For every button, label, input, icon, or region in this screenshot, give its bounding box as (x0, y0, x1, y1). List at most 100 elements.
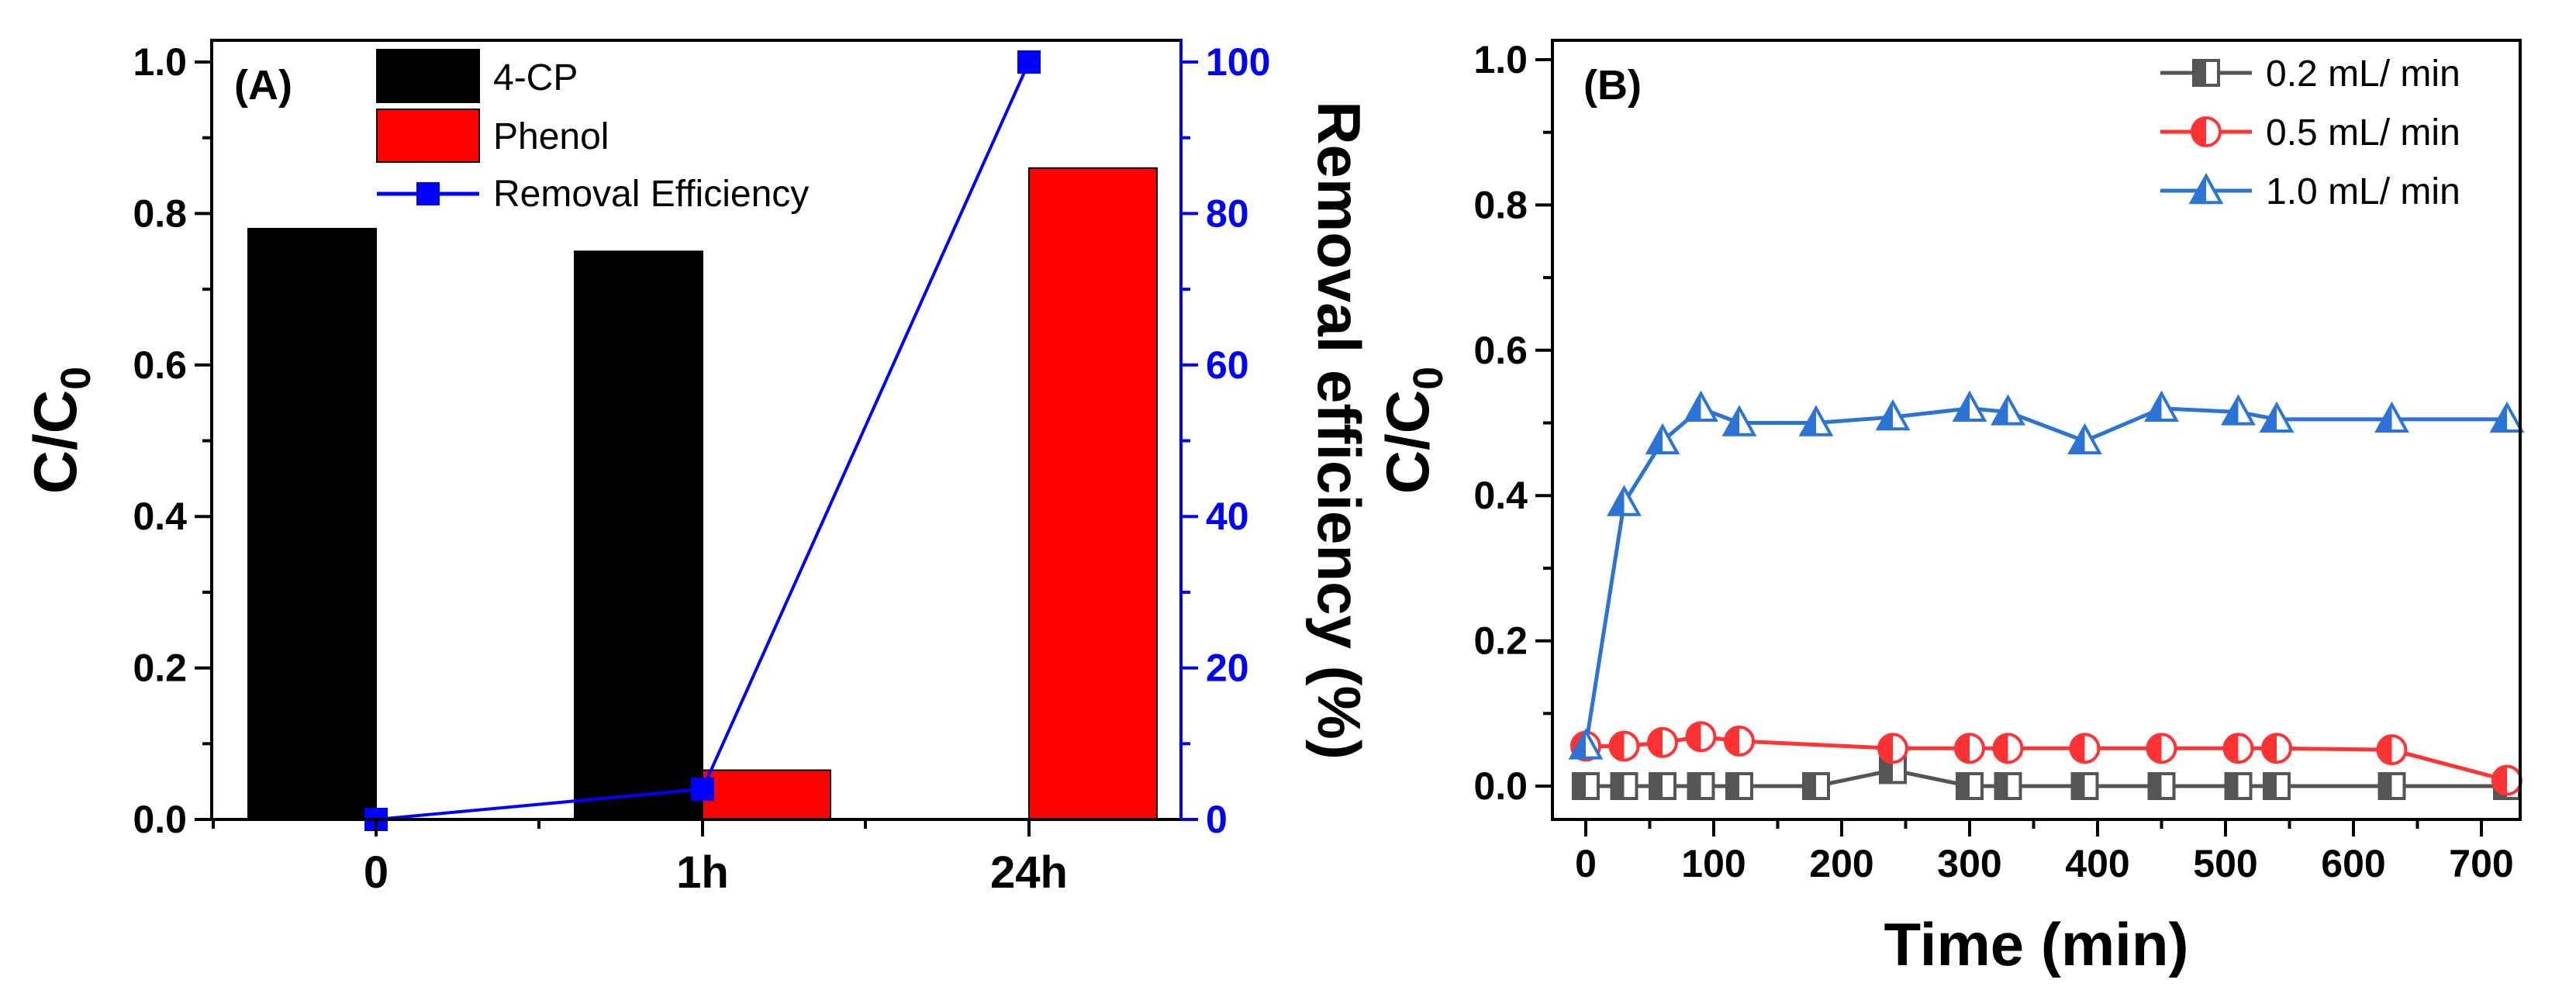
panel-a-x-ticks: 0 1h 24h (212, 819, 1068, 898)
point-triangle-180 (1798, 405, 1834, 436)
y2-tick-label: 60 (1206, 343, 1249, 387)
legend-marker-circle-fill (2192, 118, 2206, 146)
point-circle-90-fill (1687, 723, 1701, 751)
point-square-510-fill (2226, 774, 2239, 799)
legend-marker-square (2192, 59, 2220, 87)
panel-a-right-ticks: 0 20 40 60 80 100 (1181, 40, 1270, 841)
point-triangle-390 (2067, 423, 2102, 455)
point-triangle-240 (1875, 398, 1911, 431)
series-line-square (1586, 768, 2507, 788)
point-circle-630 (2376, 734, 2408, 766)
x-tick-label: 200 (1809, 842, 1873, 885)
panel-b-x-ticks: 0 100 200 300 400 500 600 700 (1575, 819, 2514, 885)
bar-4cp-0 (247, 227, 377, 820)
y2-tick-label: 0 (1206, 798, 1228, 841)
point-triangle-60-fill (1648, 426, 1663, 454)
point-square-540-fill (2264, 774, 2277, 799)
point-square-120 (1725, 772, 1753, 800)
point-triangle-240-fill (1878, 402, 1893, 429)
point-circle-450-fill (2147, 734, 2162, 763)
point-circle-540-fill (2263, 734, 2277, 763)
point-circle-240-fill (1879, 734, 1893, 763)
point-triangle-30-fill (1609, 488, 1625, 515)
panel-a: 0.0 0.2 0.4 0.6 0.8 1.0 0 20 40 60 80 100 0 1h 24h (… (21, 39, 1373, 898)
point-square-30-fill (1611, 774, 1625, 799)
point-circle-510 (2222, 733, 2254, 764)
point-square-330 (1994, 772, 2022, 800)
legend-marker-triangle-fill (2191, 176, 2206, 203)
y-tick-label: 0.4 (133, 495, 187, 538)
panel-a-legend: 4-CP Phenol Removal Efficiency (376, 49, 809, 215)
panel-b-legend: 0.2 mL/ min 0.5 mL/ min 1.0 mL/ min (2160, 53, 2460, 212)
series-line-triangle (1583, 405, 2507, 747)
point-circle-330-fill (1994, 734, 2008, 763)
point-circle-240 (1877, 733, 1908, 764)
point-triangle-0 (1568, 728, 1604, 760)
point-triangle-180-fill (1801, 408, 1816, 435)
point-square-330-fill (1995, 774, 2008, 799)
bar-phenol-24h (1028, 167, 1158, 820)
point-square-390 (2070, 772, 2099, 800)
bar-phenol-1h (702, 769, 831, 820)
panel-a-bars (247, 167, 1158, 820)
y2-tick-label: 20 (1206, 647, 1249, 690)
y-tick-label: 0.6 (1473, 329, 1528, 372)
x-tick-label: 0 (364, 847, 388, 898)
legend-swatch-phenol (376, 109, 480, 163)
point-circle-510-fill (2224, 734, 2239, 763)
point-triangle-450-fill (2146, 393, 2162, 420)
y-tick-label: 0.2 (1473, 619, 1528, 663)
point-square-630-fill (2379, 774, 2392, 799)
point-circle-120 (1724, 725, 1755, 757)
point-triangle-120 (1721, 405, 1757, 436)
point-square-630 (2377, 772, 2406, 800)
point-triangle-510 (2221, 394, 2256, 426)
point-triangle-90 (1683, 390, 1718, 422)
point-square-90 (1687, 772, 1715, 800)
point-circle-390-fill (2070, 734, 2085, 763)
bar-4cp-1h (574, 250, 703, 820)
point-square-120-fill (1727, 774, 1739, 799)
point-circle-450 (2146, 733, 2177, 764)
panel-a-label: (A) (234, 62, 292, 109)
point-circle-60-fill (1649, 728, 1663, 757)
panel-b-y-ticks: 0.0 0.2 0.4 0.6 0.8 1.0 (1473, 38, 1552, 808)
point-circle-300 (1954, 733, 1985, 764)
panel-b: 0.0 0.2 0.4 0.6 0.8 1.0 0 100 200 300 400 500 600 70… (1373, 38, 2525, 978)
point-square-60 (1649, 772, 1676, 800)
legend-label-efficiency: Removal Efficiency (493, 174, 809, 215)
panel-b-label: (B) (1583, 62, 1642, 109)
point-triangle-330 (1991, 394, 2025, 426)
point-circle-630-fill (2377, 736, 2392, 764)
point-square-450-fill (2149, 774, 2162, 799)
y-tick-label: 0.8 (1473, 183, 1528, 226)
point-triangle-30 (1607, 485, 1642, 516)
panel-a-left-ticks: 0.0 0.2 0.4 0.6 0.8 1.0 (133, 40, 212, 841)
point-circle-60 (1647, 726, 1678, 758)
y-tick-label: 0.8 (133, 191, 187, 235)
legend-swatch-4cp (376, 49, 480, 103)
x-tick-label: 0 (1575, 842, 1597, 885)
point-circle-30-fill (1610, 732, 1625, 761)
point-square-300-fill (1957, 774, 1970, 799)
legend-label-4cp: 4-CP (493, 57, 578, 98)
point-square-180 (1802, 772, 1830, 800)
y-tick-label: 0.6 (133, 343, 187, 387)
point-triangle-390-fill (2070, 426, 2085, 454)
y2-tick-label: 80 (1206, 191, 1249, 235)
point-circle-300-fill (1956, 734, 1970, 763)
point-triangle-720 (2489, 401, 2525, 433)
point-square-390-fill (2072, 774, 2085, 799)
point-square-540 (2263, 772, 2291, 800)
point-triangle-630-fill (2377, 404, 2392, 432)
y-tick-label: 0.0 (1473, 764, 1528, 808)
point-circle-330 (1992, 733, 2024, 764)
point-square-0-fill (1573, 774, 1586, 799)
point-circle-720-fill (2493, 766, 2507, 795)
x-tick-label: 600 (2321, 842, 2385, 885)
y-tick-label: 1.0 (1473, 38, 1528, 81)
point-circle-720 (2491, 764, 2522, 796)
point-square-180-fill (1804, 774, 1816, 799)
y2-tick-label: 100 (1206, 40, 1270, 84)
y2-tick-label: 40 (1206, 495, 1249, 538)
